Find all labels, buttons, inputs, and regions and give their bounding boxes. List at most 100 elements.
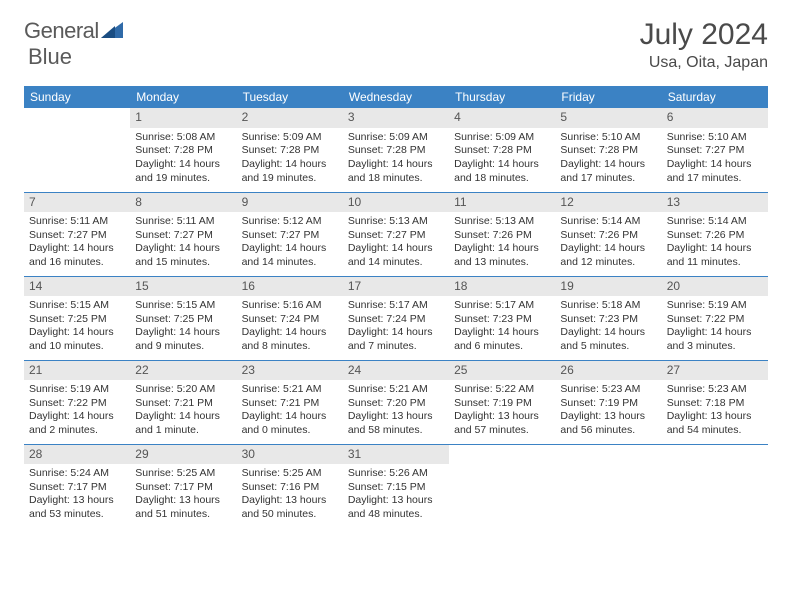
sunset-text: Sunset: 7:25 PM (135, 313, 231, 327)
calendar-cell: 3Sunrise: 5:09 AMSunset: 7:28 PMDaylight… (343, 108, 449, 192)
day-body: Sunrise: 5:12 AMSunset: 7:27 PMDaylight:… (237, 212, 343, 273)
sunset-text: Sunset: 7:27 PM (348, 229, 444, 243)
sunset-text: Sunset: 7:22 PM (29, 397, 125, 411)
day-number: 16 (237, 277, 343, 297)
header: General July 2024 Usa, Oita, Japan (0, 0, 792, 80)
day-number: 3 (343, 108, 449, 128)
sunset-text: Sunset: 7:22 PM (667, 313, 763, 327)
day-number: 27 (662, 361, 768, 381)
col-saturday: Saturday (662, 86, 768, 108)
day-number: 4 (449, 108, 555, 128)
daylight-text-2: and 19 minutes. (242, 172, 338, 186)
day-number: 28 (24, 445, 130, 465)
sunset-text: Sunset: 7:28 PM (348, 144, 444, 158)
calendar-cell: 23Sunrise: 5:21 AMSunset: 7:21 PMDayligh… (237, 360, 343, 444)
daylight-text-1: Daylight: 14 hours (135, 242, 231, 256)
sunrise-text: Sunrise: 5:17 AM (348, 299, 444, 313)
calendar-cell: 30Sunrise: 5:25 AMSunset: 7:16 PMDayligh… (237, 444, 343, 528)
daylight-text-1: Daylight: 13 hours (29, 494, 125, 508)
calendar-cell: 15Sunrise: 5:15 AMSunset: 7:25 PMDayligh… (130, 276, 236, 360)
calendar-cell: 5Sunrise: 5:10 AMSunset: 7:28 PMDaylight… (555, 108, 661, 192)
sunrise-text: Sunrise: 5:10 AM (667, 131, 763, 145)
daylight-text-1: Daylight: 14 hours (348, 158, 444, 172)
day-body: Sunrise: 5:11 AMSunset: 7:27 PMDaylight:… (24, 212, 130, 273)
sunset-text: Sunset: 7:18 PM (667, 397, 763, 411)
logo-text-2: Blue (28, 44, 72, 70)
sunrise-text: Sunrise: 5:24 AM (29, 467, 125, 481)
daylight-text-1: Daylight: 13 hours (454, 410, 550, 424)
sunrise-text: Sunrise: 5:09 AM (454, 131, 550, 145)
daylight-text-2: and 17 minutes. (560, 172, 656, 186)
day-body: Sunrise: 5:25 AMSunset: 7:16 PMDaylight:… (237, 464, 343, 525)
sunrise-text: Sunrise: 5:21 AM (242, 383, 338, 397)
daylight-text-2: and 1 minute. (135, 424, 231, 438)
daylight-text-2: and 53 minutes. (29, 508, 125, 522)
col-tuesday: Tuesday (237, 86, 343, 108)
day-body: Sunrise: 5:24 AMSunset: 7:17 PMDaylight:… (24, 464, 130, 525)
day-body: Sunrise: 5:14 AMSunset: 7:26 PMDaylight:… (555, 212, 661, 273)
sunset-text: Sunset: 7:27 PM (667, 144, 763, 158)
sunrise-text: Sunrise: 5:22 AM (454, 383, 550, 397)
day-number: 30 (237, 445, 343, 465)
day-body: Sunrise: 5:11 AMSunset: 7:27 PMDaylight:… (130, 212, 236, 273)
sunrise-text: Sunrise: 5:25 AM (135, 467, 231, 481)
day-body: Sunrise: 5:08 AMSunset: 7:28 PMDaylight:… (130, 128, 236, 189)
calendar-cell: 14Sunrise: 5:15 AMSunset: 7:25 PMDayligh… (24, 276, 130, 360)
sunrise-text: Sunrise: 5:11 AM (135, 215, 231, 229)
day-number: 24 (343, 361, 449, 381)
daylight-text-1: Daylight: 13 hours (667, 410, 763, 424)
daylight-text-1: Daylight: 14 hours (667, 242, 763, 256)
day-body: Sunrise: 5:23 AMSunset: 7:19 PMDaylight:… (555, 380, 661, 441)
day-number: 21 (24, 361, 130, 381)
daylight-text-1: Daylight: 14 hours (667, 158, 763, 172)
day-body: Sunrise: 5:19 AMSunset: 7:22 PMDaylight:… (662, 296, 768, 357)
sunset-text: Sunset: 7:28 PM (242, 144, 338, 158)
day-number: 20 (662, 277, 768, 297)
daylight-text-2: and 19 minutes. (135, 172, 231, 186)
daylight-text-1: Daylight: 13 hours (348, 494, 444, 508)
daylight-text-2: and 14 minutes. (242, 256, 338, 270)
col-thursday: Thursday (449, 86, 555, 108)
sunrise-text: Sunrise: 5:15 AM (29, 299, 125, 313)
sunrise-text: Sunrise: 5:09 AM (242, 131, 338, 145)
calendar-cell: 29Sunrise: 5:25 AMSunset: 7:17 PMDayligh… (130, 444, 236, 528)
day-number: 25 (449, 361, 555, 381)
day-number: 14 (24, 277, 130, 297)
daylight-text-2: and 10 minutes. (29, 340, 125, 354)
daylight-text-2: and 0 minutes. (242, 424, 338, 438)
daylight-text-2: and 57 minutes. (454, 424, 550, 438)
day-body: Sunrise: 5:25 AMSunset: 7:17 PMDaylight:… (130, 464, 236, 525)
daylight-text-2: and 56 minutes. (560, 424, 656, 438)
sunset-text: Sunset: 7:19 PM (560, 397, 656, 411)
daylight-text-1: Daylight: 14 hours (560, 158, 656, 172)
day-number: 23 (237, 361, 343, 381)
day-number: 22 (130, 361, 236, 381)
daylight-text-1: Daylight: 14 hours (242, 158, 338, 172)
sunrise-text: Sunrise: 5:20 AM (135, 383, 231, 397)
sunset-text: Sunset: 7:20 PM (348, 397, 444, 411)
daylight-text-1: Daylight: 14 hours (29, 410, 125, 424)
day-body: Sunrise: 5:15 AMSunset: 7:25 PMDaylight:… (130, 296, 236, 357)
sunset-text: Sunset: 7:24 PM (348, 313, 444, 327)
day-body: Sunrise: 5:09 AMSunset: 7:28 PMDaylight:… (343, 128, 449, 189)
day-body: Sunrise: 5:16 AMSunset: 7:24 PMDaylight:… (237, 296, 343, 357)
sunrise-text: Sunrise: 5:09 AM (348, 131, 444, 145)
sunrise-text: Sunrise: 5:14 AM (560, 215, 656, 229)
day-number: 5 (555, 108, 661, 128)
day-number: 6 (662, 108, 768, 128)
day-body: Sunrise: 5:14 AMSunset: 7:26 PMDaylight:… (662, 212, 768, 273)
daylight-text-2: and 18 minutes. (454, 172, 550, 186)
sunrise-text: Sunrise: 5:17 AM (454, 299, 550, 313)
calendar-cell: 18Sunrise: 5:17 AMSunset: 7:23 PMDayligh… (449, 276, 555, 360)
sunrise-text: Sunrise: 5:13 AM (348, 215, 444, 229)
daylight-text-1: Daylight: 14 hours (454, 158, 550, 172)
sunset-text: Sunset: 7:17 PM (135, 481, 231, 495)
col-wednesday: Wednesday (343, 86, 449, 108)
day-number: 11 (449, 193, 555, 213)
sunrise-text: Sunrise: 5:13 AM (454, 215, 550, 229)
calendar-cell: 26Sunrise: 5:23 AMSunset: 7:19 PMDayligh… (555, 360, 661, 444)
calendar-cell: 25Sunrise: 5:22 AMSunset: 7:19 PMDayligh… (449, 360, 555, 444)
day-number: 7 (24, 193, 130, 213)
daylight-text-2: and 48 minutes. (348, 508, 444, 522)
calendar-row: 28Sunrise: 5:24 AMSunset: 7:17 PMDayligh… (24, 444, 768, 528)
